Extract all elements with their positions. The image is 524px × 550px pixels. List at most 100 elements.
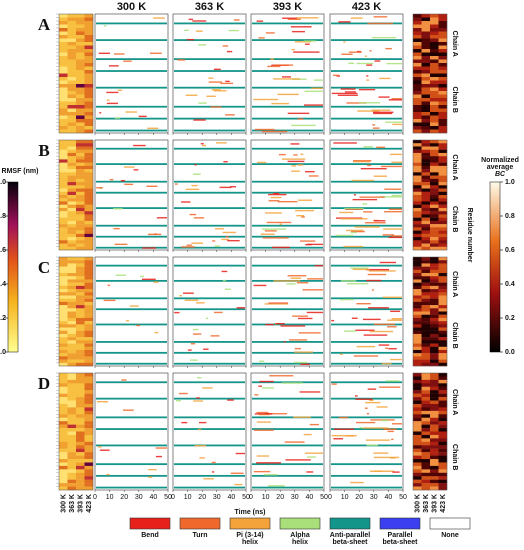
ss-segment [198, 44, 207, 46]
heatmap-cell [59, 279, 68, 283]
heatmap-cell [438, 143, 448, 147]
heatmap-cell [76, 119, 85, 123]
heatmap-cell [438, 343, 448, 347]
heatmap-cell [67, 220, 77, 225]
heatmap-cell [84, 455, 94, 460]
heatmap-cell [84, 273, 94, 277]
ss-segment [373, 175, 388, 177]
heatmap-cell [413, 476, 422, 480]
heatmap-cell [421, 295, 431, 299]
heatmap-cell [421, 285, 431, 290]
heatmap-cell [59, 77, 68, 81]
heatmap-cell [84, 386, 94, 391]
heatmap-cell [84, 207, 94, 212]
heatmap-cell [430, 224, 439, 228]
heatmap-cell [67, 285, 77, 290]
ss-segment [193, 333, 202, 335]
heatmap-cell [413, 459, 422, 463]
ss-segment [287, 160, 305, 163]
heatmap-cell [421, 237, 431, 241]
heatmap-cell [430, 424, 439, 429]
colorbar-tick-label: 0.6 [505, 247, 515, 254]
ss-segment [193, 119, 206, 121]
strand-band [331, 297, 402, 300]
ss-segment [292, 315, 309, 317]
heatmap-cell [76, 195, 85, 199]
heatmap-cell [421, 362, 431, 367]
ss-segment [353, 194, 356, 196]
heatmap-cell [413, 201, 422, 205]
plot-area [94, 139, 169, 251]
heatmap-cell [430, 59, 439, 64]
heatmap-cell [84, 486, 94, 491]
ss-segment [364, 407, 368, 409]
heatmap-cell [421, 152, 431, 157]
heatmap-cell [430, 263, 439, 267]
heatmap-cell [67, 182, 77, 186]
heatmap-cell [430, 298, 439, 303]
heatmap-cell [430, 445, 439, 449]
heatmap-cell [421, 172, 431, 176]
ss-segment [283, 341, 286, 343]
heatmap-cell [59, 172, 68, 176]
ss-segment [230, 472, 244, 474]
ss-segment [125, 111, 137, 113]
heatmap-cell [430, 472, 439, 477]
heatmap-cell [67, 327, 77, 331]
heatmap-cell [430, 311, 439, 315]
strand-band [331, 58, 402, 61]
heatmap-cell [59, 397, 68, 401]
heatmap-cell [76, 445, 85, 449]
heatmap-cell [438, 204, 448, 209]
heatmap-cell [438, 383, 448, 387]
heatmap-cell [76, 246, 85, 251]
heatmap-cell [430, 376, 439, 381]
heatmap-cell [67, 333, 77, 338]
ss-segment [277, 93, 299, 96]
heatmap-cell [413, 400, 422, 405]
heatmap-cell [59, 87, 68, 92]
heatmap-cell [76, 178, 85, 183]
strand-band [174, 147, 245, 150]
heatmap-cell [430, 119, 439, 123]
heatmap-cell [413, 80, 422, 85]
heatmap-cell [84, 230, 94, 235]
heatmap-cell [413, 14, 422, 18]
heatmap-cell [59, 465, 68, 470]
ss-segment [256, 455, 270, 457]
heatmap-cell [430, 260, 439, 264]
heatmap-cell [67, 263, 77, 267]
heatmap-cell [84, 379, 94, 384]
ss-segment [280, 325, 306, 327]
heatmap-cell [421, 308, 431, 312]
strand-band [174, 474, 245, 477]
heatmap-cell [413, 273, 422, 277]
heatmap-cell [59, 282, 68, 287]
ss-segment [202, 144, 207, 147]
heatmap-cell [438, 469, 448, 473]
heatmap-column-label: 393 K [431, 494, 438, 513]
heatmap-cell [84, 152, 94, 157]
heatmap-cell [59, 445, 68, 449]
heatmap-cell [59, 400, 68, 405]
heatmap-cell [421, 455, 431, 460]
heatmap-cell [438, 115, 448, 120]
heatmap-cell [76, 227, 85, 231]
strand-band [174, 463, 245, 466]
strand-band [96, 264, 167, 267]
ss-segment [177, 59, 186, 61]
panel-label: A [38, 15, 51, 34]
heatmap-cell [59, 94, 68, 99]
heatmap-column-label: 300 K [414, 494, 421, 513]
ss-segment [295, 209, 315, 212]
heatmap-cell [430, 282, 439, 287]
legend-label: beta-sheet [332, 539, 368, 546]
strand-band [174, 397, 245, 400]
heatmap-cell [84, 292, 94, 296]
heatmap-cell [76, 105, 85, 109]
heatmap-cell [430, 24, 439, 29]
heatmap-cell [84, 21, 94, 25]
ss-segment [270, 196, 282, 199]
ss-segment [314, 264, 323, 267]
ss-segment [350, 231, 357, 234]
